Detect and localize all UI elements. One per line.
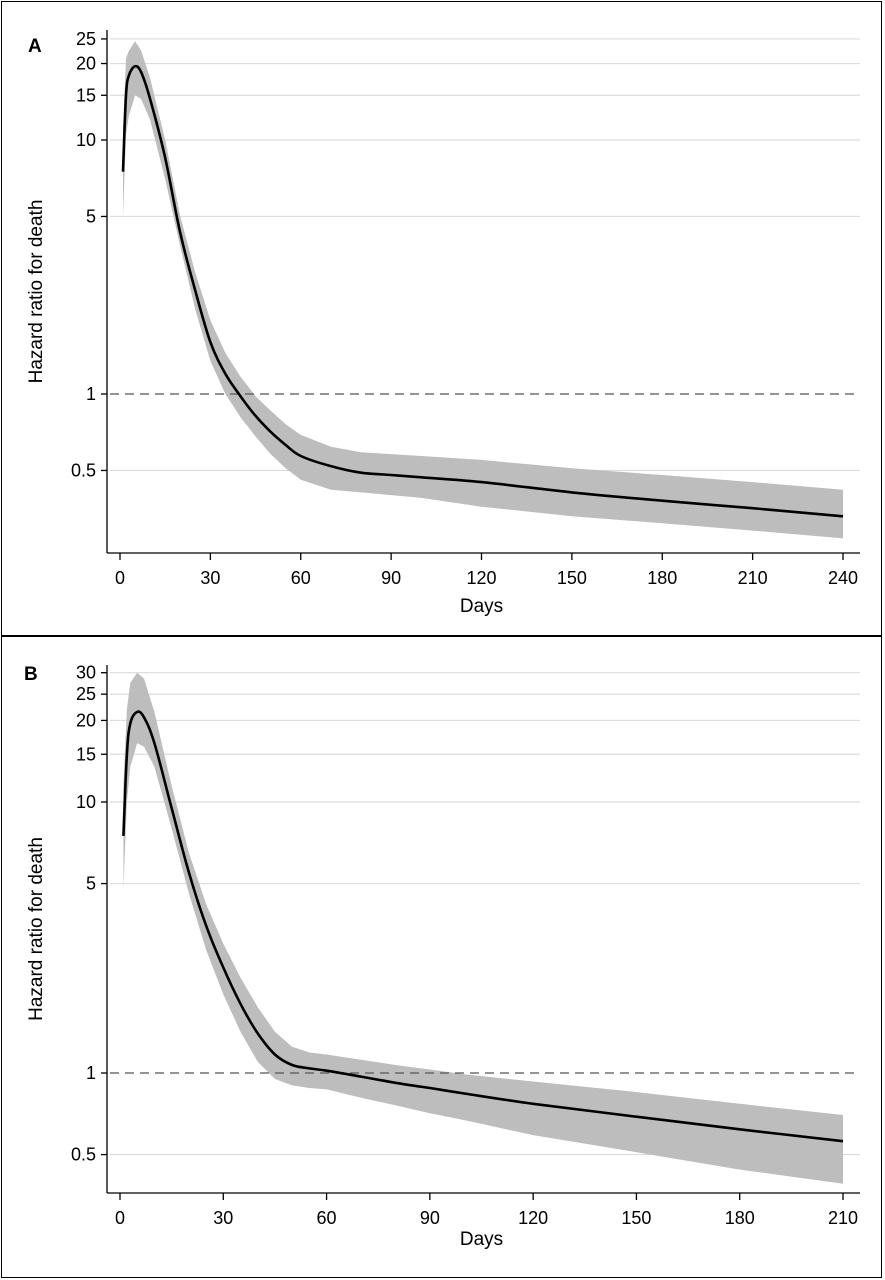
y-tick-label: 5 xyxy=(86,206,96,226)
y-tick-label: 10 xyxy=(76,792,96,812)
x-tick-label: 180 xyxy=(647,568,677,588)
x-tick-label: 120 xyxy=(466,568,496,588)
x-tick-label: 150 xyxy=(621,1208,651,1228)
x-tick-label: 210 xyxy=(738,568,768,588)
y-tick-label: 1 xyxy=(86,384,96,404)
x-tick-label: 150 xyxy=(557,568,587,588)
y-tick-label: 5 xyxy=(86,874,96,894)
x-tick-label: 180 xyxy=(725,1208,755,1228)
panel-label: A xyxy=(28,36,42,57)
y-tick-label: 30 xyxy=(76,663,96,683)
x-tick-label: 120 xyxy=(518,1208,548,1228)
y-tick-label: 25 xyxy=(76,29,96,49)
x-axis-title: Days xyxy=(460,596,503,617)
x-tick-label: 30 xyxy=(213,1208,233,1228)
panel-a-frame xyxy=(1,1,882,637)
confidence-band xyxy=(123,672,843,1184)
x-tick-label: 90 xyxy=(420,1208,440,1228)
y-axis-title: Hazard ratio for death xyxy=(26,837,47,1021)
y-tick-label: 15 xyxy=(76,744,96,764)
y-tick-label: 20 xyxy=(76,710,96,730)
panel-label: B xyxy=(24,664,38,685)
x-axis-title: Days xyxy=(460,1229,503,1250)
y-tick-label: 25 xyxy=(76,684,96,704)
x-tick-label: 0 xyxy=(115,568,125,588)
y-tick-label: 0.5 xyxy=(71,1145,96,1165)
x-tick-label: 60 xyxy=(291,568,311,588)
y-axis-title: Hazard ratio for death xyxy=(26,200,47,384)
y-tick-label: 1 xyxy=(86,1063,96,1083)
y-tick-label: 0.5 xyxy=(71,460,96,480)
y-tick-label: 15 xyxy=(76,85,96,105)
x-tick-label: 90 xyxy=(381,568,401,588)
hazard-ratio-line xyxy=(122,710,844,1143)
confidence-band xyxy=(123,41,843,539)
y-tick-label: 10 xyxy=(76,130,96,150)
x-tick-label: 210 xyxy=(828,1208,858,1228)
x-tick-label: 60 xyxy=(317,1208,337,1228)
x-tick-label: 0 xyxy=(115,1208,125,1228)
x-tick-label: 240 xyxy=(828,568,858,588)
hazard-ratio-line xyxy=(121,64,844,518)
x-tick-label: 30 xyxy=(200,568,220,588)
panel-b-frame xyxy=(1,635,882,1278)
y-tick-label: 20 xyxy=(76,54,96,74)
